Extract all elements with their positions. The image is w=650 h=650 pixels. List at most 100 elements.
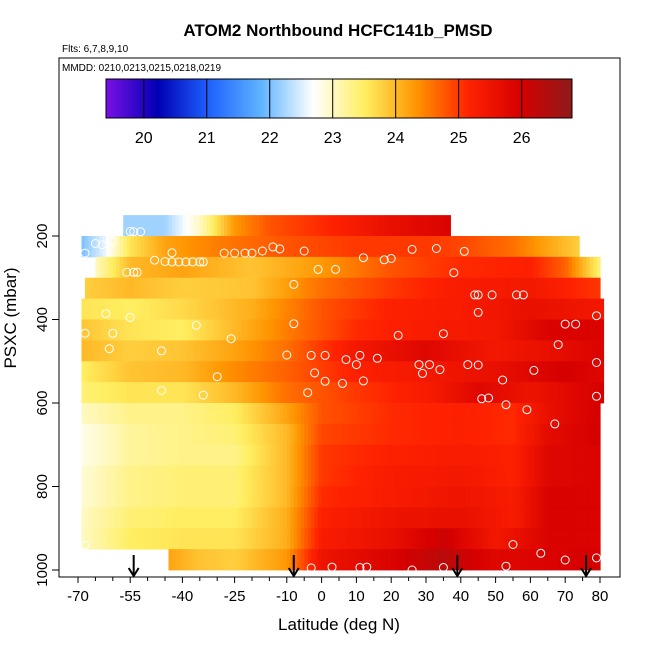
heatmap-cell [192, 298, 197, 320]
heatmap-cell [192, 507, 197, 529]
heatmap-cell [227, 256, 232, 279]
heatmap-cell [126, 444, 131, 467]
heatmap-cell [231, 298, 236, 320]
heatmap-cell [335, 486, 340, 508]
x-tick-label: -10 [276, 588, 298, 605]
heatmap-cell [596, 486, 601, 508]
heatmap-cell [158, 319, 163, 341]
heatmap-cell [255, 319, 260, 341]
heatmap-cell [165, 423, 170, 446]
sample-point [157, 346, 166, 356]
heatmap-cell [582, 465, 587, 487]
heatmap-cell [265, 382, 270, 404]
heatmap-cell [245, 256, 250, 279]
sample-point [181, 257, 191, 267]
heatmap-cell [245, 319, 250, 341]
heatmap-cell [394, 298, 399, 320]
heatmap-cell [467, 319, 472, 341]
heatmap-cell [314, 361, 319, 383]
heatmap-cell [558, 486, 563, 508]
heatmap-cell [519, 507, 525, 529]
heatmap-cell [582, 361, 587, 383]
heatmap-cell [300, 465, 305, 487]
heatmap-cell [252, 382, 257, 404]
heatmap-cell [248, 319, 253, 341]
heatmap-cell [161, 236, 166, 258]
heatmap-cell [321, 256, 326, 279]
heatmap-cell [178, 256, 183, 279]
heatmap-cell [248, 382, 253, 404]
heatmap-cell [349, 256, 354, 279]
heatmap-cell [533, 528, 538, 550]
heatmap-cell [178, 465, 183, 487]
heatmap-cell [105, 465, 110, 487]
heatmap-cell [408, 486, 413, 508]
heatmap-cell [286, 236, 291, 258]
heatmap-cell [495, 340, 500, 362]
heatmap-cell [105, 340, 110, 362]
heatmap-cell [551, 486, 556, 508]
heatmap-cell [314, 340, 319, 362]
heatmap-cell [241, 382, 246, 404]
heatmap-cell [185, 256, 190, 279]
heatmap-cell [502, 486, 507, 508]
heatmap-cell [220, 423, 225, 446]
heatmap-cell [126, 403, 131, 425]
heatmap-cell [213, 340, 218, 362]
heatmap-cell [544, 423, 549, 446]
heatmap-cell [269, 486, 274, 508]
heatmap-cell [335, 444, 340, 467]
heatmap-cell [95, 403, 100, 425]
sample-point [477, 394, 487, 404]
heatmap-cell [429, 549, 434, 571]
heatmap-cell [328, 340, 333, 362]
heatmap-cell [84, 236, 90, 258]
heatmap-cell [265, 444, 270, 467]
heatmap-cell [492, 507, 497, 529]
sample-point [310, 368, 320, 378]
heatmap-cell [509, 423, 514, 446]
heatmap-cell [213, 319, 218, 341]
heatmap-cell [300, 528, 305, 550]
heatmap-cell [575, 507, 580, 529]
heatmap-cell [558, 528, 563, 550]
heatmap-cell [154, 528, 159, 550]
heatmap-cell [81, 340, 86, 362]
heatmap-cell [488, 403, 493, 425]
heatmap-cell [481, 298, 486, 320]
heatmap-cell [109, 340, 114, 362]
heatmap-cell [495, 549, 500, 571]
heatmap-cell [429, 236, 434, 258]
heatmap-cell [265, 361, 270, 383]
heatmap-cell [182, 340, 187, 362]
heatmap-cell [408, 256, 413, 279]
heatmap-cell [345, 215, 351, 237]
heatmap-cell [161, 382, 166, 404]
heatmap-cell [304, 256, 309, 279]
heatmap-cell [579, 277, 584, 300]
heatmap-cell [178, 486, 183, 508]
heatmap-cell [147, 382, 152, 404]
heatmap-cell [439, 423, 444, 446]
heatmap-cell [276, 298, 281, 320]
heatmap-cell [325, 465, 330, 487]
heatmap-cell [137, 215, 142, 237]
heatmap-cell [91, 340, 96, 362]
heatmap-cell [203, 507, 208, 529]
heatmap-cell [579, 361, 584, 383]
heatmap-cell [290, 382, 295, 404]
heatmap-cell [345, 465, 351, 487]
heatmap-cell [533, 423, 538, 446]
heatmap-cell [210, 528, 215, 550]
heatmap-cell [398, 319, 403, 341]
heatmap-cell [526, 507, 531, 529]
heatmap-cell [137, 507, 142, 529]
heatmap-cell [265, 298, 270, 320]
heatmap-cell [314, 215, 319, 237]
heatmap-cell [485, 340, 490, 362]
heatmap-cell [509, 507, 514, 529]
heatmap-cell [217, 340, 222, 362]
heatmap-cell [133, 403, 138, 425]
heatmap-cell [119, 486, 124, 508]
heatmap-cell [171, 549, 177, 571]
